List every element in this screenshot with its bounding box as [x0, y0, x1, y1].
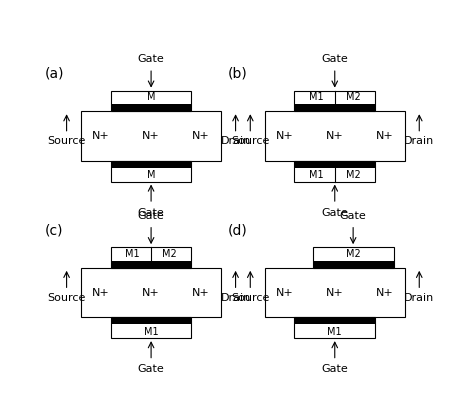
Bar — [110, 161, 191, 168]
Bar — [265, 111, 405, 161]
Text: N+: N+ — [142, 131, 160, 141]
Text: M: M — [147, 93, 155, 103]
Bar — [110, 317, 191, 325]
Text: N+: N+ — [376, 288, 393, 298]
Bar — [110, 90, 191, 111]
Bar — [110, 261, 191, 268]
Bar — [82, 268, 221, 317]
Text: Gate: Gate — [138, 364, 164, 374]
Text: Source: Source — [47, 293, 86, 303]
Bar — [294, 90, 375, 111]
Text: N+: N+ — [92, 288, 110, 298]
Bar — [110, 161, 191, 182]
Text: N+: N+ — [276, 288, 294, 298]
Bar — [265, 268, 405, 317]
Text: N+: N+ — [326, 131, 344, 141]
Text: M2: M2 — [346, 249, 361, 259]
Bar — [294, 161, 375, 168]
Bar — [313, 247, 393, 268]
Text: Gate: Gate — [340, 211, 366, 221]
Bar — [313, 261, 393, 268]
Text: Drain: Drain — [220, 293, 251, 303]
Text: (b): (b) — [228, 66, 248, 81]
Text: N+: N+ — [92, 131, 110, 141]
Text: (a): (a) — [45, 66, 64, 81]
Text: Gate: Gate — [321, 364, 348, 374]
Text: Source: Source — [231, 136, 269, 146]
Text: Gate: Gate — [138, 54, 164, 64]
Text: Gate: Gate — [321, 208, 348, 218]
Text: Drain: Drain — [220, 136, 251, 146]
Text: (c): (c) — [45, 223, 63, 237]
Bar — [110, 104, 191, 111]
Text: M1: M1 — [125, 249, 140, 259]
Bar — [82, 111, 221, 161]
Text: N+: N+ — [376, 131, 393, 141]
Bar — [294, 104, 375, 111]
Text: N+: N+ — [192, 288, 210, 298]
Text: N+: N+ — [326, 288, 344, 298]
Text: Drain: Drain — [404, 293, 434, 303]
Text: Gate: Gate — [138, 208, 164, 218]
Text: M2: M2 — [346, 171, 361, 181]
Text: M1: M1 — [328, 327, 342, 337]
Text: M1: M1 — [309, 93, 323, 103]
Text: M1: M1 — [144, 327, 158, 337]
Text: M2: M2 — [162, 249, 177, 259]
Bar — [110, 317, 191, 338]
Text: N+: N+ — [142, 288, 160, 298]
Bar — [294, 317, 375, 325]
Text: M: M — [147, 171, 155, 181]
Text: Source: Source — [231, 293, 269, 303]
Text: M1: M1 — [309, 171, 323, 181]
Text: Gate: Gate — [138, 211, 164, 221]
Bar — [294, 317, 375, 338]
Text: Gate: Gate — [321, 54, 348, 64]
Text: (d): (d) — [228, 223, 248, 237]
Text: Drain: Drain — [404, 136, 434, 146]
Text: N+: N+ — [192, 131, 210, 141]
Bar — [294, 161, 375, 182]
Text: M2: M2 — [346, 93, 361, 103]
Bar — [110, 247, 191, 268]
Text: Source: Source — [47, 136, 86, 146]
Text: N+: N+ — [276, 131, 294, 141]
